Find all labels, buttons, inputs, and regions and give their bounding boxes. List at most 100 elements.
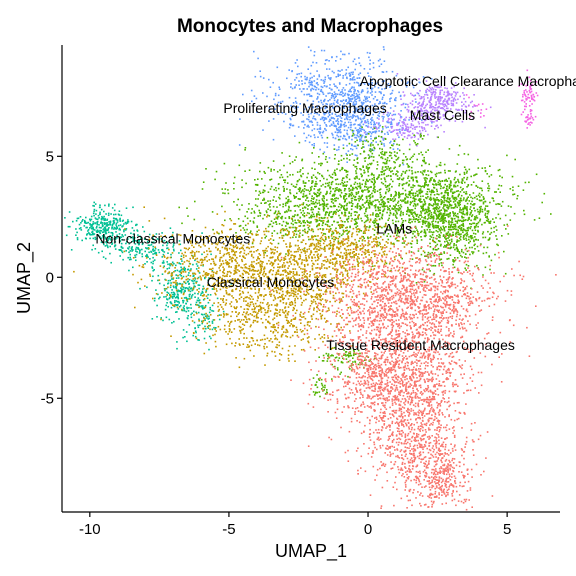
data-point	[350, 90, 352, 93]
data-point	[315, 185, 317, 187]
data-point	[367, 154, 370, 156]
data-point	[427, 184, 429, 187]
data-point	[346, 133, 349, 136]
data-point	[398, 209, 400, 211]
data-point	[302, 202, 305, 204]
data-point	[162, 250, 164, 252]
data-point	[100, 227, 102, 229]
data-point	[75, 234, 77, 236]
data-point	[455, 198, 458, 200]
data-point	[108, 221, 110, 223]
data-point	[366, 216, 368, 218]
data-point	[238, 225, 241, 228]
data-point	[532, 98, 535, 101]
data-point	[439, 99, 442, 101]
data-point	[377, 223, 380, 225]
data-point	[438, 98, 440, 101]
data-point	[424, 106, 426, 109]
data-point	[468, 242, 470, 244]
data-point	[256, 230, 258, 233]
data-point	[333, 99, 336, 102]
data-point	[432, 90, 435, 93]
data-point	[447, 170, 450, 172]
data-point	[273, 196, 275, 198]
data-point	[417, 221, 420, 223]
data-point	[334, 169, 336, 172]
data-point	[394, 173, 397, 176]
data-point	[360, 118, 362, 121]
data-point	[168, 267, 171, 269]
data-point	[463, 166, 466, 168]
data-point	[418, 198, 421, 200]
data-point	[346, 161, 348, 163]
data-point	[436, 190, 438, 193]
data-point	[125, 250, 127, 252]
data-point	[386, 168, 388, 170]
data-point	[111, 224, 114, 227]
data-point	[167, 247, 169, 249]
data-point	[410, 202, 412, 204]
data-point	[106, 225, 108, 227]
data-point	[321, 86, 324, 89]
data-point	[282, 203, 284, 205]
data-point	[244, 215, 246, 218]
data-point	[380, 91, 382, 93]
data-point	[343, 123, 346, 126]
data-point	[369, 145, 372, 147]
data-point	[104, 204, 106, 207]
data-point	[487, 211, 490, 213]
data-point	[501, 176, 503, 179]
data-point	[458, 200, 460, 202]
data-point	[495, 225, 497, 228]
data-point	[424, 162, 427, 165]
data-point	[376, 99, 378, 101]
data-point	[418, 125, 421, 128]
data-point	[358, 195, 360, 198]
data-point	[471, 100, 473, 103]
data-point	[154, 247, 157, 250]
data-point	[380, 84, 383, 87]
data-point	[265, 201, 267, 204]
data-point	[464, 109, 467, 112]
data-point	[430, 88, 433, 91]
data-point	[422, 208, 425, 211]
data-point	[348, 82, 351, 85]
data-point	[348, 116, 350, 118]
data-point	[447, 103, 449, 105]
data-point	[278, 86, 280, 89]
data-point	[464, 111, 467, 114]
data-point	[360, 230, 363, 232]
data-point	[356, 115, 359, 117]
data-point	[377, 123, 380, 125]
data-point	[352, 101, 355, 104]
data-point	[474, 243, 476, 246]
data-point	[273, 169, 275, 171]
data-point	[402, 220, 404, 222]
data-point	[335, 199, 337, 202]
data-point	[434, 91, 436, 93]
data-point	[382, 209, 385, 212]
data-point	[89, 224, 92, 226]
data-point	[110, 231, 112, 234]
data-point	[333, 346, 336, 349]
data-point	[433, 187, 436, 189]
data-point	[366, 91, 369, 94]
data-point	[316, 202, 319, 205]
data-point	[454, 99, 457, 101]
data-point	[398, 184, 400, 187]
data-point	[424, 230, 426, 232]
data-point	[102, 217, 105, 220]
data-point	[421, 119, 423, 121]
data-point	[354, 211, 357, 213]
data-point	[379, 102, 382, 104]
data-point	[439, 89, 442, 92]
data-point	[101, 216, 104, 219]
data-point	[444, 171, 446, 174]
data-point	[154, 251, 157, 254]
data-point	[351, 117, 354, 119]
data-point	[111, 236, 114, 239]
data-point	[92, 204, 94, 207]
data-point	[422, 76, 425, 78]
data-point	[462, 251, 465, 254]
data-point	[112, 220, 115, 223]
